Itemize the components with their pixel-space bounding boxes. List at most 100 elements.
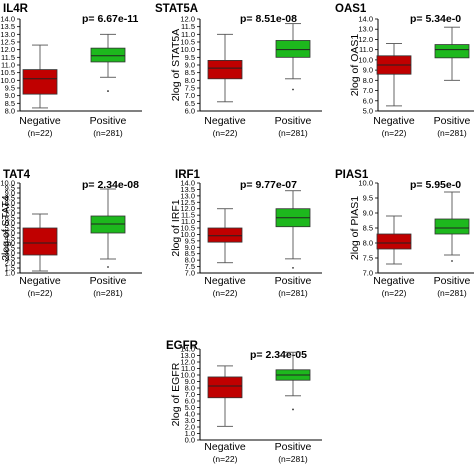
y-tick-label: 8.5 [5,99,15,108]
y-tick-label: 8.0 [185,256,195,265]
p-value: p= 5.34e-0 [410,13,461,25]
p-value: p= 9.77e-07 [240,179,297,191]
y-tick-label: 6.0 [5,219,15,228]
y-axis-label: 2log of STAT4 [0,195,12,261]
y-tick-label: 11.0 [181,30,195,39]
box-negative [376,43,412,107]
y-tick-label: 12.0 [180,204,195,213]
category-label: Negative [204,441,246,453]
y-tick-label: 10.5 [0,68,15,77]
category-label: Positive [90,275,127,287]
y-tick-label: 9.5 [185,236,195,245]
p-value: p= 5.95e-0 [410,179,461,191]
sample-count: (n=22) [382,288,407,298]
y-tick-label: 9.0 [185,61,195,70]
y-tick-label: 11.0 [181,364,195,373]
iqr-box [207,376,243,399]
y-tick-label: 8.0 [5,107,15,116]
sample-count: (n=281) [437,128,467,138]
y-tick-label: 1.5 [5,264,15,273]
p-value: p= 8.51e-08 [240,13,297,25]
iqr-box [22,227,58,256]
p-value: p= 2.34e-05 [250,349,307,361]
y-tick-label: 12.0 [180,15,195,24]
box-negative [376,215,412,265]
box-negative [207,33,243,103]
y-tick-label: 4.5 [5,234,15,243]
y-tick-label: 3.0 [185,416,195,425]
box-positive [90,188,126,268]
y-tick-label: 9.0 [363,209,373,218]
y-tick-label: 12.0 [0,45,15,54]
y-tick-label: 9.0 [5,91,15,100]
y-tick-label: 7.5 [363,254,373,263]
y-tick-label: 6.0 [185,107,195,116]
y-tick-label: 5.0 [5,229,15,238]
panel-title: TAT4 [3,169,31,181]
category-label: Negative [204,275,246,287]
box-negative [207,365,243,427]
y-tick-label: 2.5 [5,254,15,263]
y-tick-label: 14.0 [0,15,15,24]
y-tick-label: 10.0 [0,179,15,188]
panel-oas1: OAS1 p= 5.34e-0 2log of OAS1 5.0 6.07.08.09.… [335,3,474,138]
y-tick-label: 8.5 [5,194,15,203]
y-tick-label: 14.0 [180,179,195,188]
y-tick-label: 3.5 [5,244,15,253]
y-tick-label: 12.0 [358,35,373,44]
category-label: Positive [434,115,471,127]
sample-count: (n=22) [213,454,238,464]
category-label: Negative [373,275,415,287]
box-positive [275,351,311,411]
y-tick-label: 10.0 [0,76,15,85]
sample-count: (n=281) [437,288,467,298]
y-tick-label: 7.5 [185,84,195,93]
y-tick-label: 7.0 [185,390,195,399]
y-tick-label: 10.0 [358,55,373,64]
y-axis-label: 2log of OAS1 [349,34,361,97]
outlier-point [107,266,109,268]
category-label: Negative [19,275,61,287]
sample-count: (n=22) [213,128,238,138]
outlier-point [451,260,453,262]
category-label: Positive [90,115,127,127]
sample-count: (n=22) [28,128,53,138]
y-tick-label: 14.0 [180,345,195,354]
y-tick-label: 13.0 [0,30,15,39]
y-tick-label: 9.5 [5,84,15,93]
y-tick-label: 4.0 [5,239,15,248]
y-tick-label: 11.0 [359,45,373,54]
y-tick-label: 3.0 [5,249,15,258]
iqr-box [207,60,243,80]
y-tick-label: 2.0 [5,259,15,268]
y-axis-label: 2log of EGFR [170,362,182,426]
panel-title: EGFR [166,340,199,352]
y-axis-label: 2log of PIAS1 [349,196,361,260]
sample-count: (n=281) [278,288,308,298]
y-axis-label: 2log of IRF1 [170,199,182,256]
y-tick-label: 7.0 [185,91,195,100]
y-axis-label: 2log of STAT5A [170,29,182,102]
iqr-box [434,218,470,235]
category-label: Positive [275,441,312,453]
category-label: Positive [275,275,312,287]
y-tick-label: 9.0 [5,189,15,198]
box-negative [22,213,58,272]
sample-count: (n=281) [93,288,123,298]
y-tick-label: 5.5 [5,224,15,233]
y-tick-label: 14.0 [358,15,373,24]
y-tick-label: 8.0 [185,76,195,85]
panel-title: STAT5A [155,3,198,15]
y-tick-label: 1.0 [5,269,15,278]
y-tick-label: 10.0 [358,179,373,188]
y-tick-label: 11.5 [181,22,195,31]
sample-count: (n=22) [382,128,407,138]
box-negative [22,44,58,109]
panel-tat4: TAT4 p= 2.34e-08 2log of STAT4 1.01.52.02.5… [0,169,142,298]
y-tick-label: 11.5 [181,211,195,220]
y-tick-label: 9.5 [363,194,373,203]
y-tick-label: 9.5 [185,53,195,62]
